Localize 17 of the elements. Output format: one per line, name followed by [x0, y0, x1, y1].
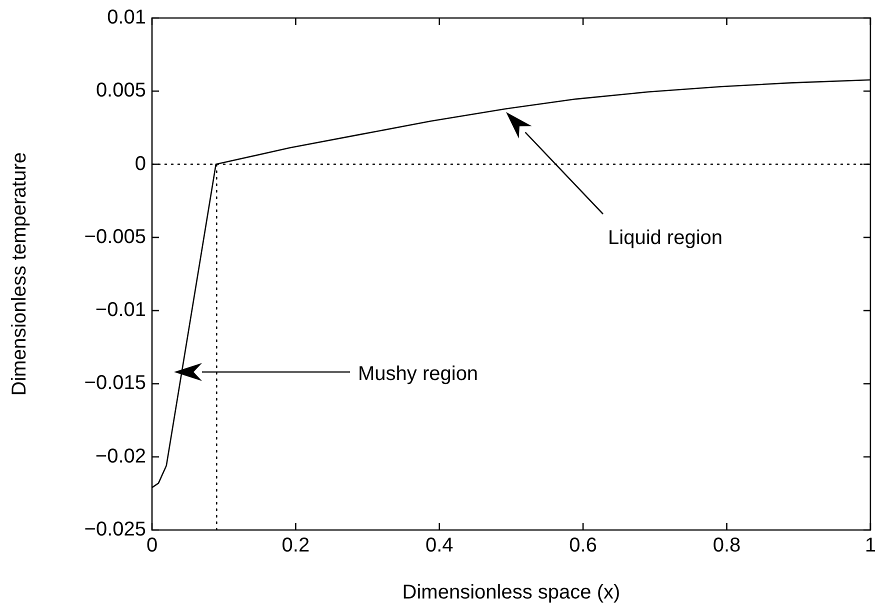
x-tick-label: 0.2: [282, 534, 310, 557]
y-tick-label: 0.005: [96, 80, 146, 102]
y-tick-label: −0.015: [84, 372, 146, 394]
y-tick-label: −0.025: [84, 518, 146, 541]
y-tick-label: −0.005: [84, 226, 146, 248]
x-axis-title: Dimensionless space (x): [402, 582, 620, 604]
y-tick-label: −0.01: [95, 299, 146, 322]
y-axis-title: Dimensionless temperature: [8, 152, 31, 396]
y-tick-label: 0.01: [107, 6, 146, 29]
x-tick-label: 0.6: [569, 534, 597, 557]
x-tick-label: 0.8: [712, 534, 741, 557]
annotation: Mushy region: [358, 362, 478, 386]
annotation: Liquid region: [608, 226, 723, 250]
x-tick-label: 1: [864, 534, 876, 557]
x-tick-label: 0.4: [425, 534, 454, 557]
y-tick-label: −0.02: [95, 445, 146, 468]
y-tick-label: 0: [134, 152, 146, 175]
